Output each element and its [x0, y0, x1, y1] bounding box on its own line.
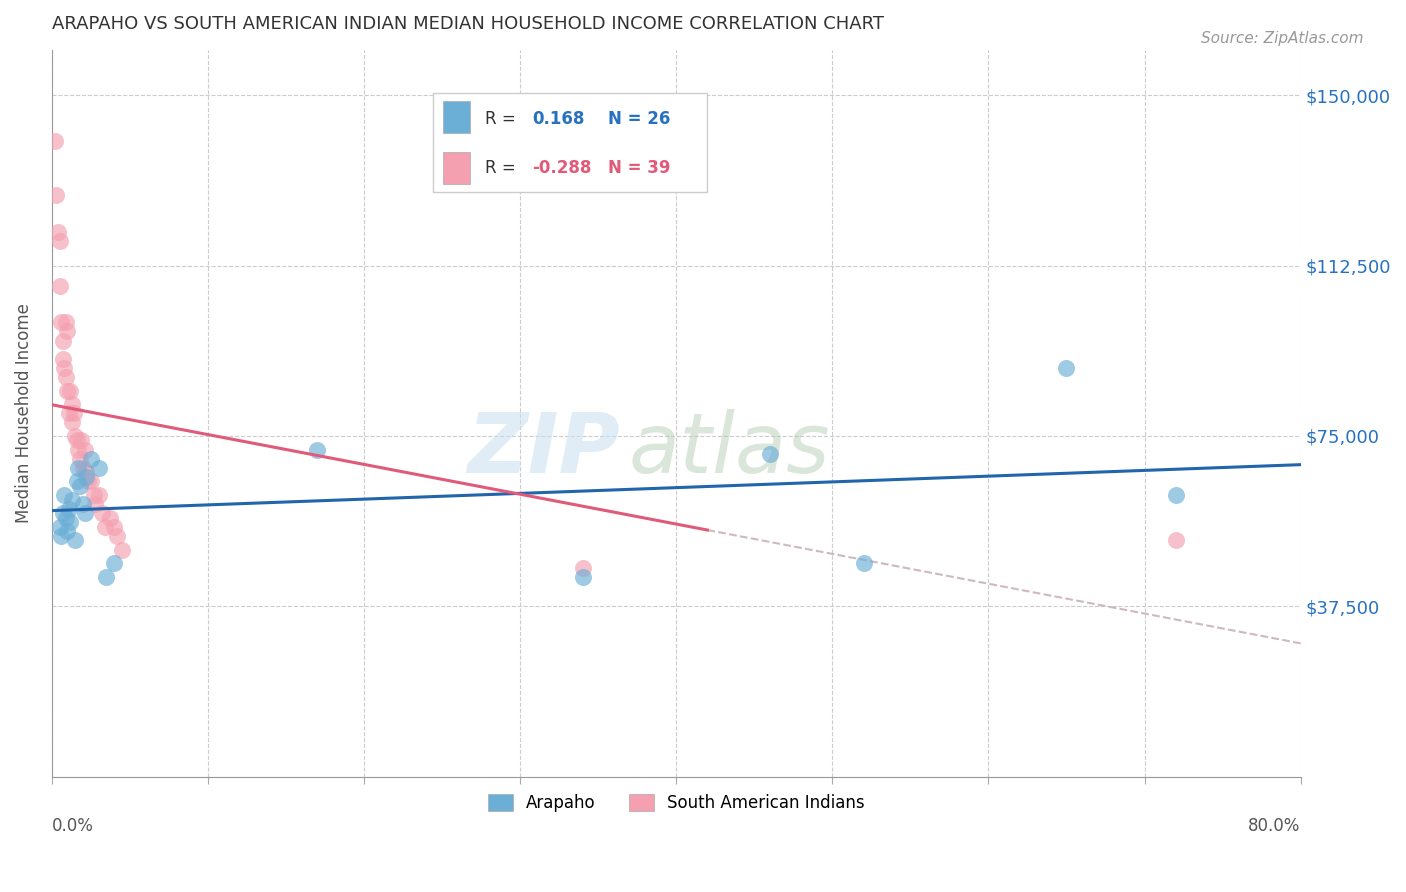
FancyBboxPatch shape	[443, 101, 470, 134]
Point	[45, 188, 67, 202]
Point	[59, 515, 82, 529]
Text: N = 26: N = 26	[607, 110, 669, 128]
Point	[571, 560, 593, 574]
Point	[58, 501, 80, 516]
Point	[49, 315, 72, 329]
Point	[53, 488, 76, 502]
Point	[66, 475, 89, 489]
Point	[44, 134, 66, 148]
Point	[52, 334, 75, 348]
Text: atlas: atlas	[628, 409, 831, 490]
Point	[63, 533, 86, 548]
Point	[46, 225, 69, 239]
Point	[571, 570, 593, 584]
Text: Source: ZipAtlas.com: Source: ZipAtlas.com	[1201, 31, 1364, 46]
Point	[53, 360, 76, 375]
Point	[52, 351, 75, 366]
Point	[69, 451, 91, 466]
Text: 80.0%: 80.0%	[1249, 816, 1301, 835]
Point	[759, 447, 782, 461]
Point	[60, 492, 83, 507]
Point	[66, 434, 89, 448]
Text: 0.0%: 0.0%	[52, 816, 94, 835]
Point	[94, 520, 117, 534]
Point	[83, 488, 105, 502]
Point	[103, 520, 125, 534]
Point	[96, 570, 118, 584]
Legend: Arapaho, South American Indians: Arapaho, South American Indians	[481, 788, 872, 819]
Point	[73, 442, 96, 457]
Text: R =: R =	[485, 160, 522, 178]
Point	[48, 520, 70, 534]
Point	[307, 442, 329, 457]
Point	[90, 506, 112, 520]
Point	[56, 325, 79, 339]
Point	[69, 479, 91, 493]
Point	[87, 488, 110, 502]
Point	[55, 510, 77, 524]
Point	[1056, 360, 1078, 375]
Text: ARAPAHO VS SOUTH AMERICAN INDIAN MEDIAN HOUSEHOLD INCOME CORRELATION CHART: ARAPAHO VS SOUTH AMERICAN INDIAN MEDIAN …	[52, 15, 884, 33]
Point	[52, 506, 75, 520]
Point	[105, 529, 128, 543]
Point	[60, 415, 83, 429]
Point	[80, 475, 103, 489]
Point	[72, 460, 94, 475]
Point	[111, 542, 134, 557]
Point	[49, 529, 72, 543]
Point	[103, 556, 125, 570]
Point	[58, 406, 80, 420]
Point	[56, 524, 79, 539]
FancyBboxPatch shape	[443, 152, 470, 185]
Point	[67, 442, 90, 457]
Point	[73, 506, 96, 520]
Point	[72, 497, 94, 511]
Point	[55, 315, 77, 329]
Point	[56, 384, 79, 398]
Point	[62, 406, 84, 420]
Y-axis label: Median Household Income: Median Household Income	[15, 303, 32, 524]
Point	[75, 470, 97, 484]
Point	[98, 510, 121, 524]
FancyBboxPatch shape	[433, 94, 707, 192]
Text: N = 39: N = 39	[607, 160, 671, 178]
Point	[76, 475, 98, 489]
Point	[87, 460, 110, 475]
Point	[59, 384, 82, 398]
Text: 0.168: 0.168	[533, 110, 585, 128]
Point	[63, 429, 86, 443]
Text: R =: R =	[485, 110, 522, 128]
Point	[48, 234, 70, 248]
Point	[70, 434, 93, 448]
Point	[84, 497, 107, 511]
Point	[1164, 488, 1187, 502]
Point	[60, 397, 83, 411]
Text: -0.288: -0.288	[533, 160, 592, 178]
Point	[80, 451, 103, 466]
Point	[75, 465, 97, 479]
Point	[48, 279, 70, 293]
Point	[67, 460, 90, 475]
Point	[852, 556, 875, 570]
Text: ZIP: ZIP	[467, 409, 620, 490]
Point	[1164, 533, 1187, 548]
Point	[55, 370, 77, 384]
